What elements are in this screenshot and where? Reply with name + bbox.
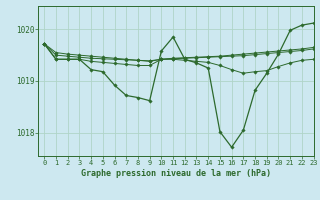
X-axis label: Graphe pression niveau de la mer (hPa): Graphe pression niveau de la mer (hPa) [81, 169, 271, 178]
